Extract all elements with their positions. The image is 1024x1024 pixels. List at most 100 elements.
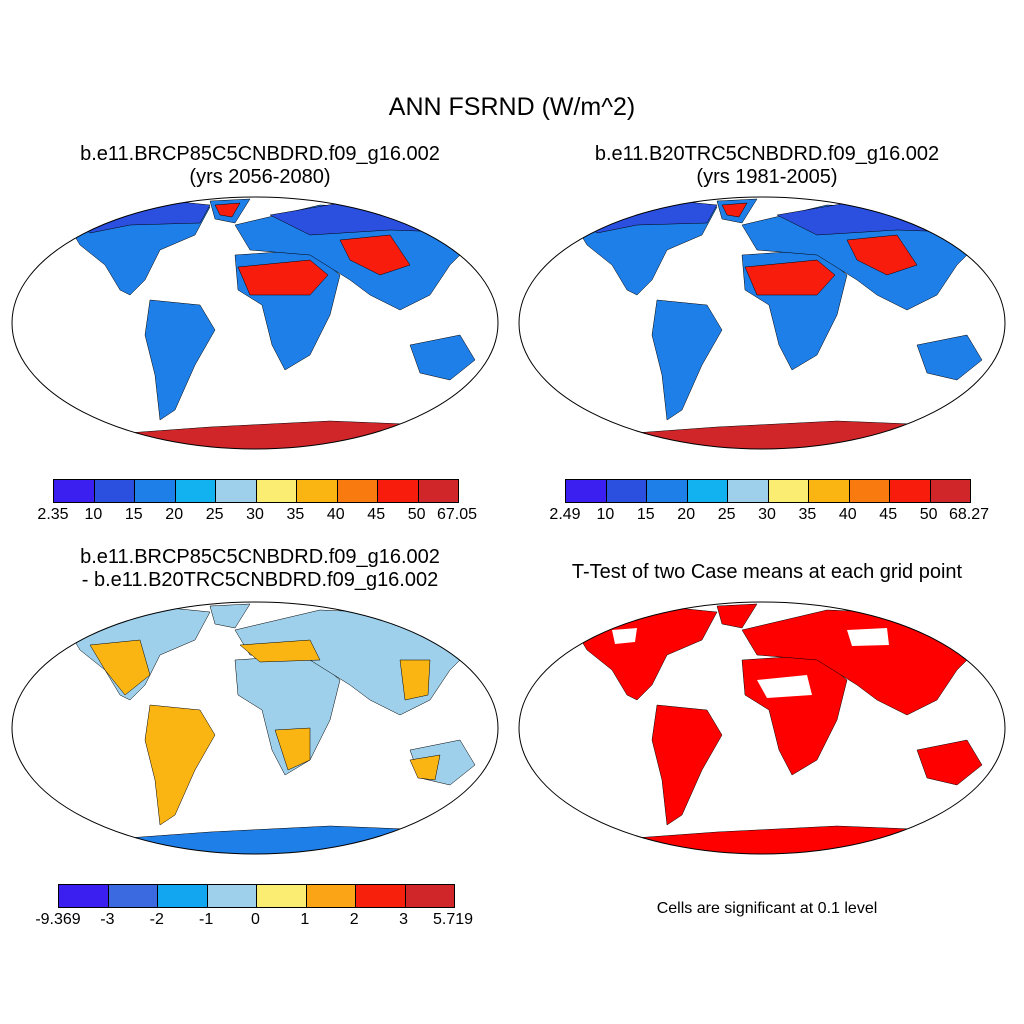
colorbar-1-tick-label: 2.35 — [37, 506, 69, 523]
panel-1-title-line2: (yrs 2056-2080) — [189, 166, 331, 188]
colorbar-2-swatch-2 — [606, 480, 647, 502]
colorbar-2-tick-label: 50 — [919, 506, 938, 523]
south-america — [144, 299, 216, 421]
antarctica — [596, 825, 998, 854]
colorbar-1-tick-label: 35 — [286, 506, 305, 523]
colorbar-3-tick-label: 1 — [300, 911, 310, 928]
antarctica — [596, 420, 998, 449]
map-panel-4-ttest — [518, 601, 1006, 855]
colorbar-3 — [58, 884, 455, 908]
panel-2-title-line1: b.e11.B20TRC5CNBDRD.f09_g16.002 — [594, 143, 940, 165]
panel-4-title: T-Test of two Case means at each grid po… — [537, 561, 997, 584]
land-layer — [571, 603, 998, 854]
panel-3-title-line2: - b.e11.B20TRC5CNBDRD.f09_g16.002 — [81, 569, 439, 591]
colorbar-3-swatch-6 — [306, 885, 356, 907]
colorbar-1-tick-label: 20 — [165, 506, 184, 523]
colorbar-3-tick-label: -1 — [199, 911, 214, 928]
colorbar-1 — [53, 479, 459, 503]
greenland — [209, 603, 251, 629]
colorbar-1-swatch-6 — [256, 480, 297, 502]
greenland-ice — [214, 202, 241, 218]
colorbar-1-swatch-4 — [175, 480, 216, 502]
colorbar-2-swatch-8 — [849, 480, 890, 502]
colorbar-1-tick-label: 50 — [407, 506, 426, 523]
map-panel-1 — [11, 196, 499, 450]
south-america — [651, 704, 723, 826]
east-asia-warm — [399, 659, 431, 701]
map-border — [518, 601, 1006, 855]
colorbar-1-tick-label: 10 — [84, 506, 103, 523]
colorbar-2-swatch-1 — [566, 480, 607, 502]
panel-2-title-line2: (yrs 1981-2005) — [696, 166, 838, 188]
colorbar-3-tick-label: -9.369 — [35, 911, 81, 928]
colorbar-1-tick-label: 30 — [246, 506, 264, 523]
colorbar-1-swatch-8 — [337, 480, 378, 502]
land-layer — [64, 603, 491, 854]
colorbar-2-swatch-7 — [809, 480, 850, 502]
panel-1-title-line1: b.e11.BRCP85C5CNBDRD.f09_g16.002 — [80, 143, 440, 165]
sahara — [237, 259, 329, 296]
colorbar-3-swatch-4 — [207, 885, 257, 907]
colorbar-3-tick-label: 0 — [251, 911, 260, 928]
significance-note: Cells are significant at 0.1 level — [656, 900, 878, 917]
colorbar-2-tick-label: 20 — [677, 506, 696, 523]
colorbar-3-tick-label: 5.719 — [432, 911, 474, 928]
colorbar-1-tick-label: 67.05 — [436, 506, 478, 523]
map-panel-2 — [518, 196, 1006, 450]
australia — [916, 334, 983, 381]
colorbar-3-tick-label: -3 — [100, 911, 115, 928]
panel-2-title: b.e11.B20TRC5CNBDRD.f09_g16.002 (yrs 198… — [537, 143, 997, 189]
colorbar-2-tick-label: 45 — [879, 506, 898, 523]
colorbar-1-swatch-5 — [216, 480, 257, 502]
map-border — [11, 196, 499, 450]
eurasia-north — [269, 202, 476, 236]
colorbar-3-tick-label: 2 — [349, 911, 359, 928]
colorbar-2-tick-label: 15 — [636, 506, 655, 523]
south-america — [144, 704, 216, 826]
eurasia-north — [776, 202, 983, 236]
colorbar-2-swatch-5 — [728, 480, 769, 502]
colorbar-1-tick-label: 25 — [205, 506, 224, 523]
sahara — [744, 259, 836, 296]
colorbar-3-swatch-7 — [356, 885, 406, 907]
figure-title: ANN FSRND (W/m^2) — [388, 93, 636, 121]
colorbar-2-tick-label: 68.27 — [948, 506, 990, 523]
colorbar-2-swatch-3 — [647, 480, 688, 502]
colorbar-2-swatch-9 — [890, 480, 931, 502]
southern-africa-warm — [274, 727, 311, 771]
colorbar-3-swatch-8 — [405, 885, 454, 907]
colorbar-2-tick-label: 10 — [596, 506, 615, 523]
north-america — [571, 607, 718, 701]
central-asia — [846, 234, 918, 276]
colorbar-3-swatch-2 — [108, 885, 158, 907]
colorbar-2 — [565, 479, 971, 503]
colorbar-3-swatch-1 — [59, 885, 109, 907]
colorbar-1-tick-label: 45 — [367, 506, 386, 523]
map-border — [518, 196, 1006, 450]
colorbar-1-tick-label: 40 — [326, 506, 345, 523]
colorbar-2-tick-label: 40 — [838, 506, 857, 523]
australia — [916, 739, 983, 786]
north-america-warm — [89, 639, 151, 696]
colorbar-1-swatch-9 — [378, 480, 419, 502]
colorbar-3-swatch-5 — [257, 885, 307, 907]
colorbar-2-swatch-4 — [687, 480, 728, 502]
colorbar-1-swatch-2 — [94, 480, 135, 502]
colorbar-2-swatch-6 — [768, 480, 809, 502]
non-significant-gaps — [612, 628, 889, 698]
map-panel-3-difference — [11, 601, 499, 855]
colorbar-2-tick-label: 25 — [717, 506, 736, 523]
colorbar-2-tick-label: 30 — [758, 506, 776, 523]
colorbar-3-swatch-3 — [158, 885, 208, 907]
panel-3-title: b.e11.BRCP85C5CNBDRD.f09_g16.002 - b.e11… — [30, 546, 490, 592]
europe-warm — [239, 639, 321, 663]
colorbar-3-tick-label: -2 — [149, 911, 164, 928]
antarctica — [89, 420, 491, 449]
colorbar-1-swatch-1 — [54, 480, 95, 502]
colorbar-2-tick-label: 35 — [798, 506, 817, 523]
panel-3-title-line1: b.e11.BRCP85C5CNBDRD.f09_g16.002 — [80, 546, 440, 568]
antarctica — [89, 825, 491, 854]
land-layer — [64, 198, 491, 449]
colorbar-1-swatch-3 — [135, 480, 176, 502]
south-america — [651, 299, 723, 421]
